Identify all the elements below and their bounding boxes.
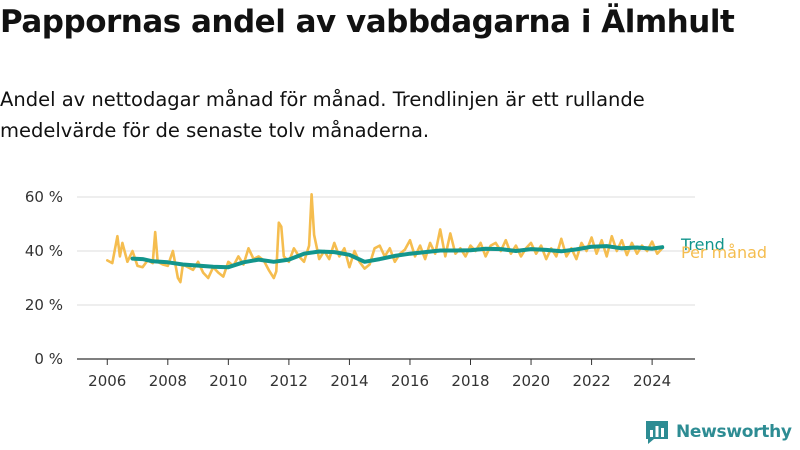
legend-label-trend: Trend (680, 235, 725, 254)
trend-series-line (130, 244, 665, 270)
newsworthy-logo: Newsworthy (644, 419, 792, 445)
x-tick-label: 2006 (88, 372, 126, 390)
x-tick-label: 2014 (330, 372, 368, 390)
y-tick-label: 20 % (25, 296, 63, 314)
y-tick-label: 0 % (34, 350, 63, 368)
axis-layer (77, 358, 695, 365)
x-tick-label: 2024 (633, 372, 671, 390)
y-tick-label: 40 % (25, 242, 63, 260)
y-tick-label: 60 % (25, 188, 63, 206)
legend-label-monthly: Per månad (681, 243, 767, 262)
chart-subtitle: Andel av nettodagar månad för månad. Tre… (0, 88, 645, 142)
x-tick-label: 2012 (270, 372, 308, 390)
series-layer (106, 193, 665, 284)
x-tick-label: 2020 (512, 372, 550, 390)
x-tick-label: 2008 (149, 372, 187, 390)
x-tick-label: 2010 (209, 372, 247, 390)
x-tick-label: 2016 (391, 372, 429, 390)
brand-name: Newsworthy (676, 422, 792, 442)
x-tick-label: 2018 (451, 372, 489, 390)
grid-layer (77, 196, 695, 306)
chart-title: Pappornas andel av vabbdagarna i Älmhult (0, 4, 735, 40)
monthly-series-line (106, 193, 664, 284)
label-layer: 0 % 20 % 40 % 60 % 2006 2008 2010 2012 2014 2016 2… (25, 188, 767, 390)
x-tick-label: 2022 (572, 372, 610, 390)
bar-chart-logo-icon (646, 421, 668, 444)
